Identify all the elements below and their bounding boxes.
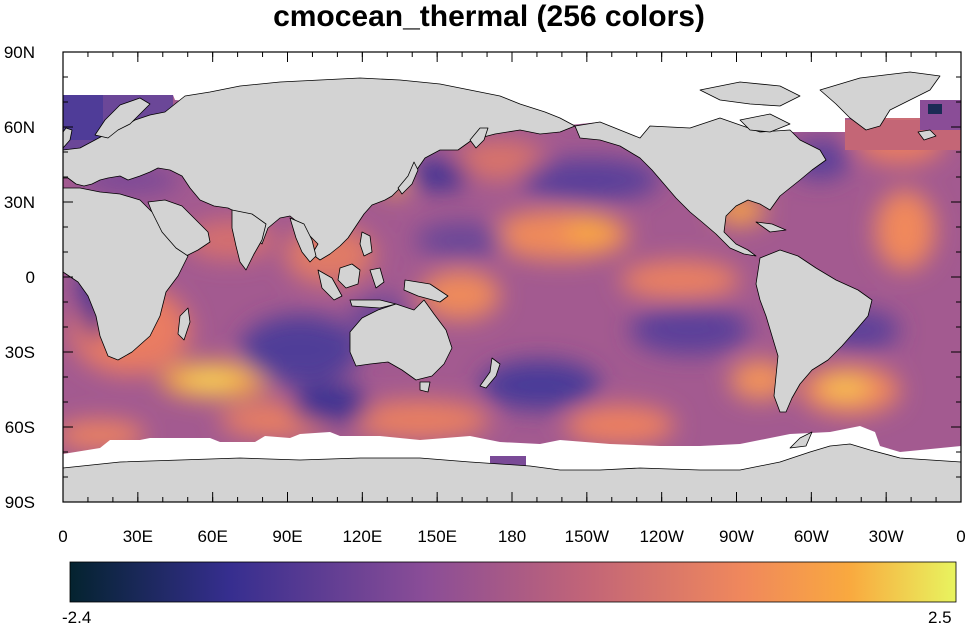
- colorbar-max-label: 2.5: [928, 608, 952, 627]
- x-tick-label: 60W: [794, 527, 829, 546]
- x-tick-label: 90W: [719, 527, 754, 546]
- y-tick-label: 60N: [4, 118, 35, 137]
- x-tick-label: 30W: [869, 527, 904, 546]
- x-tick-label: 60E: [198, 527, 228, 546]
- ocean-field: [63, 52, 961, 502]
- axis-ticks: 0 30E 60E 90E 120E 150E 180 150W 120W 90W 60W 30W 0 9…: [4, 43, 966, 546]
- x-tick-label: 180: [498, 527, 526, 546]
- x-tick-label: 0: [58, 527, 67, 546]
- x-tick-label: 30E: [123, 527, 153, 546]
- y-tick-label: 90N: [4, 43, 35, 62]
- y-tick-label: 30N: [4, 193, 35, 212]
- land-masses: [63, 71, 961, 502]
- colorbar-min-label: -2.4: [62, 608, 92, 627]
- y-tick-label: 30S: [5, 343, 35, 362]
- y-tick-label: 0: [26, 268, 35, 287]
- x-tick-label: 150E: [417, 527, 457, 546]
- x-tick-label: 150W: [565, 527, 609, 546]
- x-tick-label: 90E: [272, 527, 302, 546]
- y-tick-label: 90S: [5, 493, 35, 512]
- y-tick-label: 60S: [5, 418, 35, 437]
- x-tick-label: 120W: [639, 527, 683, 546]
- x-tick-label: 0: [956, 527, 965, 546]
- colorbar: [69, 561, 957, 603]
- x-tick-label: 120E: [342, 527, 382, 546]
- map-title: cmocean_thermal (256 colors): [273, 0, 705, 33]
